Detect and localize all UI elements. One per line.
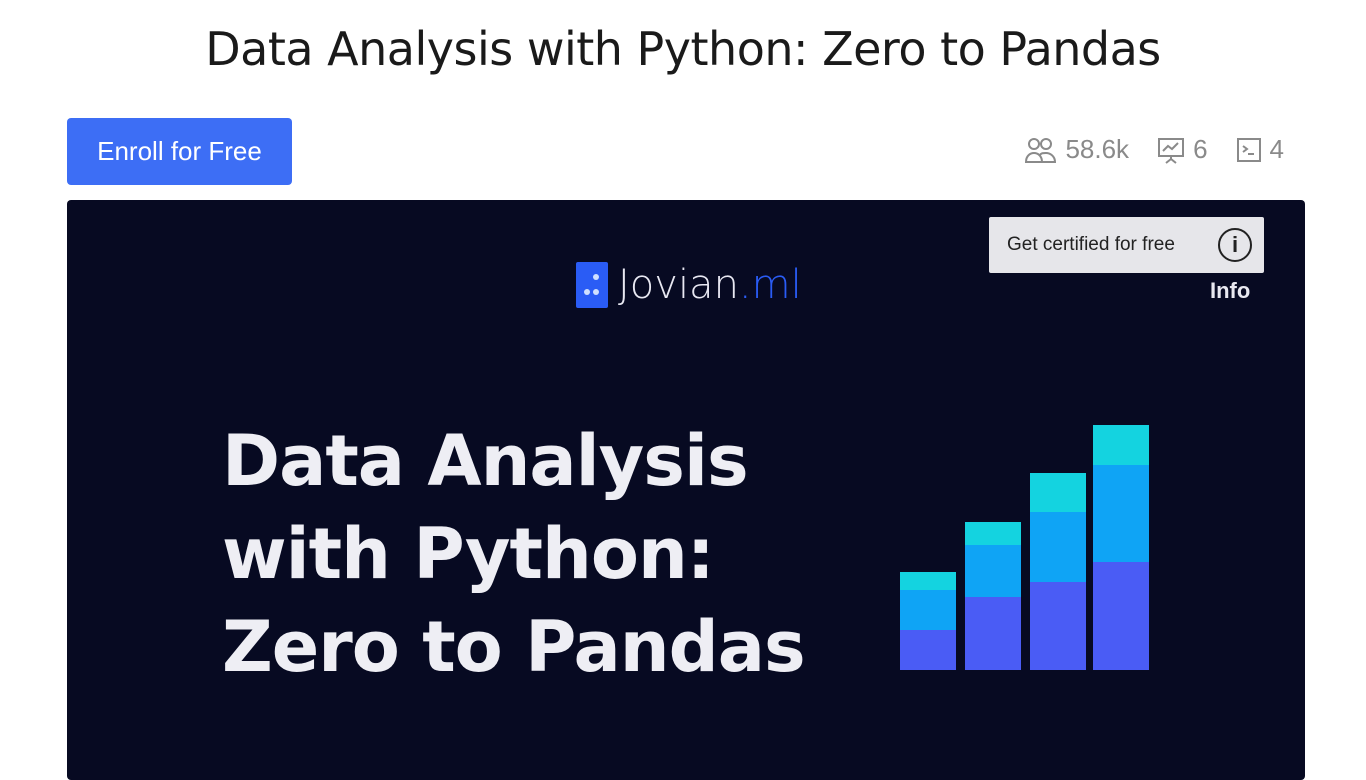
illustration-bar — [1030, 473, 1086, 670]
lessons-count: 6 — [1193, 134, 1208, 164]
notebooks-count: 4 — [1269, 134, 1284, 164]
logo-main-text: Jovian — [618, 262, 739, 308]
course-banner: Get certified for free i Info Jovian.ml … — [67, 200, 1305, 780]
headline-line: Data Analysis — [222, 420, 749, 502]
users-icon — [1025, 137, 1057, 163]
learners-count: 58.6k — [1065, 134, 1130, 164]
learners-stat: 58.6k — [1025, 134, 1129, 165]
jovian-logo-icon — [576, 262, 608, 308]
course-stats: 58.6k 6 4 — [1007, 134, 1284, 165]
illustration-bar — [900, 572, 956, 670]
logo-suffix-text: .ml — [738, 262, 802, 308]
lessons-stat: 6 — [1157, 134, 1208, 165]
headline-line: Zero to Pandas — [222, 606, 806, 688]
illustration-bar — [1093, 425, 1149, 670]
terminal-icon — [1236, 137, 1261, 162]
presentation-icon — [1158, 137, 1185, 164]
jovian-logo: Jovian.ml — [576, 262, 802, 308]
info-icon: i — [1218, 228, 1252, 262]
get-certified-button[interactable]: Get certified for free i — [989, 217, 1264, 273]
page-title: Data Analysis with Python: Zero to Panda… — [205, 22, 1161, 76]
illustration-bar — [965, 522, 1021, 670]
enroll-button[interactable]: Enroll for Free — [67, 118, 292, 185]
notebooks-stat: 4 — [1236, 134, 1284, 165]
banner-headline: Data Analysis with Python: Zero to Panda… — [222, 415, 806, 694]
cert-label: Get certified for free — [1007, 234, 1175, 255]
headline-line: with Python: — [222, 513, 715, 595]
info-label: Info — [1210, 278, 1251, 303]
